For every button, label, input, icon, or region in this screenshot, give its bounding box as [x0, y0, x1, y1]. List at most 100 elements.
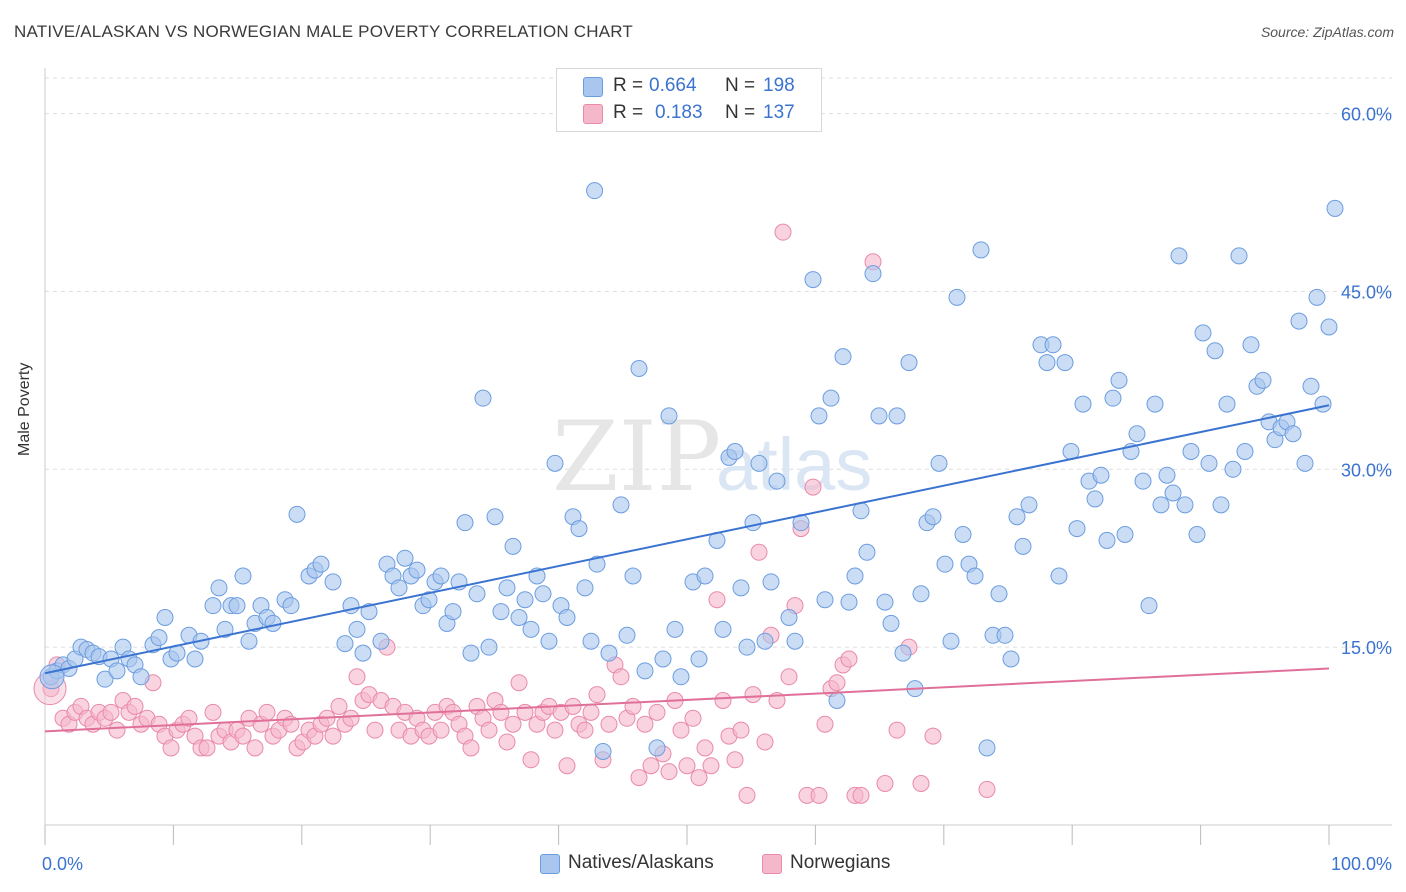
- native-point: [882, 614, 900, 632]
- native-point: [186, 650, 204, 668]
- native-point: [816, 591, 834, 609]
- native-point: [810, 407, 828, 425]
- native-point: [666, 620, 684, 638]
- native-point: [228, 597, 246, 615]
- native-point: [1320, 318, 1338, 336]
- native-point: [942, 632, 960, 650]
- native-point: [948, 288, 966, 306]
- native-point: [1020, 496, 1038, 514]
- native-point: [1236, 443, 1254, 460]
- native-point: [612, 496, 630, 514]
- norwegian-point: [684, 709, 702, 727]
- norwegian-point: [348, 668, 366, 686]
- native-point: [546, 454, 564, 472]
- n-value: 198: [763, 75, 795, 96]
- native-point: [852, 502, 870, 520]
- native-point: [1326, 199, 1344, 217]
- native-point: [360, 603, 378, 621]
- native-point: [582, 632, 600, 650]
- native-point: [1044, 336, 1062, 354]
- native-point: [624, 567, 642, 585]
- native-point: [1176, 496, 1194, 514]
- native-point: [474, 389, 492, 407]
- native-point: [990, 585, 1008, 603]
- native-point: [1116, 526, 1134, 543]
- native-point: [600, 644, 618, 662]
- natives-swatch: [583, 77, 603, 97]
- native-point: [264, 614, 282, 632]
- native-point: [954, 526, 972, 543]
- native-point: [372, 632, 390, 650]
- native-point: [1002, 650, 1020, 668]
- native-point: [234, 567, 252, 585]
- norwegian-point: [750, 543, 768, 561]
- native-point: [1296, 454, 1314, 472]
- norwegian-point: [330, 697, 348, 715]
- norwegian-point: [774, 223, 792, 241]
- norwegians-swatch: [583, 104, 603, 124]
- native-point: [738, 638, 756, 656]
- norwegian-point: [744, 686, 762, 704]
- natives-legend-swatch: [540, 854, 560, 874]
- axes: [44, 68, 1392, 845]
- norwegian-point: [696, 739, 714, 757]
- native-point: [750, 454, 768, 472]
- native-point: [1212, 496, 1230, 514]
- norwegian-point: [612, 668, 630, 686]
- native-point: [522, 620, 540, 638]
- native-point: [1164, 484, 1182, 502]
- n-label: N =: [725, 75, 756, 96]
- norwegian-point: [582, 703, 600, 721]
- norwegian-point: [432, 721, 450, 739]
- native-point: [696, 567, 714, 585]
- native-point: [768, 472, 786, 490]
- native-point: [894, 644, 912, 662]
- native-point: [1056, 354, 1074, 372]
- native-point: [462, 644, 480, 662]
- norwegian-point: [726, 751, 744, 769]
- norwegian-point: [108, 721, 126, 739]
- chart-title: NATIVE/ALASKAN VS NORWEGIAN MALE POVERTY…: [14, 22, 634, 41]
- norwegian-point: [198, 739, 216, 757]
- native-point: [456, 514, 474, 532]
- native-point: [492, 603, 510, 621]
- norwegian-point: [648, 703, 666, 721]
- norwegian-point: [714, 692, 732, 709]
- native-point: [1302, 377, 1320, 395]
- native-point: [804, 271, 822, 289]
- norwegians-points: [33, 223, 996, 804]
- norwegians-trend-line: [44, 667, 1330, 733]
- norwegian-point: [510, 674, 528, 692]
- watermark-atlas: atlas: [716, 423, 872, 506]
- norwegian-point: [678, 757, 696, 775]
- n-value: 137: [763, 102, 795, 123]
- native-point: [216, 620, 234, 638]
- r-label: R =: [613, 75, 644, 96]
- native-point: [408, 561, 426, 579]
- native-point: [1092, 466, 1110, 484]
- norwegian-point: [504, 715, 522, 733]
- native-point: [1038, 354, 1056, 372]
- native-point: [660, 407, 678, 425]
- native-point: [390, 579, 408, 597]
- norwegian-point: [234, 727, 252, 745]
- native-point: [504, 537, 522, 555]
- native-point: [282, 597, 300, 615]
- native-point: [900, 354, 918, 372]
- native-point: [972, 241, 990, 259]
- native-point: [1110, 371, 1128, 389]
- n-label: N =: [725, 102, 756, 123]
- native-point: [876, 593, 894, 611]
- norwegian-point: [624, 697, 642, 715]
- native-point: [762, 573, 780, 591]
- native-point: [786, 632, 804, 650]
- native-point: [648, 739, 666, 757]
- r-label: R =: [613, 102, 644, 123]
- native-point: [1074, 395, 1092, 413]
- native-point: [930, 454, 948, 472]
- y-tick-label: 15.0%: [1341, 638, 1392, 658]
- native-point: [1068, 520, 1086, 538]
- trend-lines: [44, 404, 1330, 733]
- native-point: [534, 585, 552, 603]
- native-point: [1254, 371, 1272, 389]
